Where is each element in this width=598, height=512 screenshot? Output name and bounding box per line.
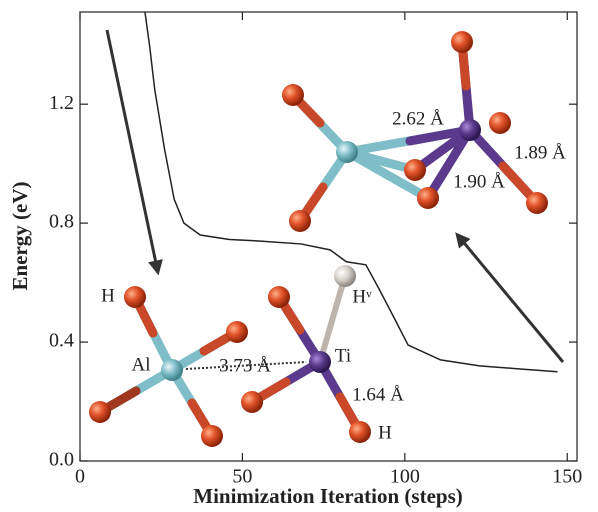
x-tick-label: 50 — [232, 466, 252, 488]
y-tick-label: 0.0 — [49, 449, 74, 471]
annotation: H — [101, 285, 115, 306]
y-axis-label: Energy (eV) — [8, 181, 32, 290]
plot-frame — [79, 11, 578, 462]
data-line — [144, 12, 558, 373]
annotation: 1.89 Å — [514, 142, 566, 163]
line-layer — [144, 12, 558, 373]
y-tick-label: 1.2 — [49, 92, 74, 114]
annotation: 3.73 Å — [219, 355, 271, 376]
annotation: 1.90 Å — [453, 171, 505, 192]
molecules — [89, 29, 565, 447]
annotation: 1.64 Å — [352, 384, 404, 405]
y-tick-label: 0.8 — [49, 211, 74, 233]
annotation: Al — [132, 354, 151, 375]
x-tick-label: 0 — [75, 466, 85, 488]
x-tick-label: 100 — [390, 466, 420, 488]
annotation: 2.62 Å — [392, 108, 444, 129]
annotation: Ti — [335, 345, 351, 366]
x-axis-label: Minimization Iteration (steps) — [193, 484, 462, 508]
y-tick-label: 0.4 — [49, 330, 74, 352]
annotation: H — [378, 422, 392, 443]
x-tick-label: 150 — [552, 466, 582, 488]
annotation: Hᵛ — [352, 286, 372, 307]
